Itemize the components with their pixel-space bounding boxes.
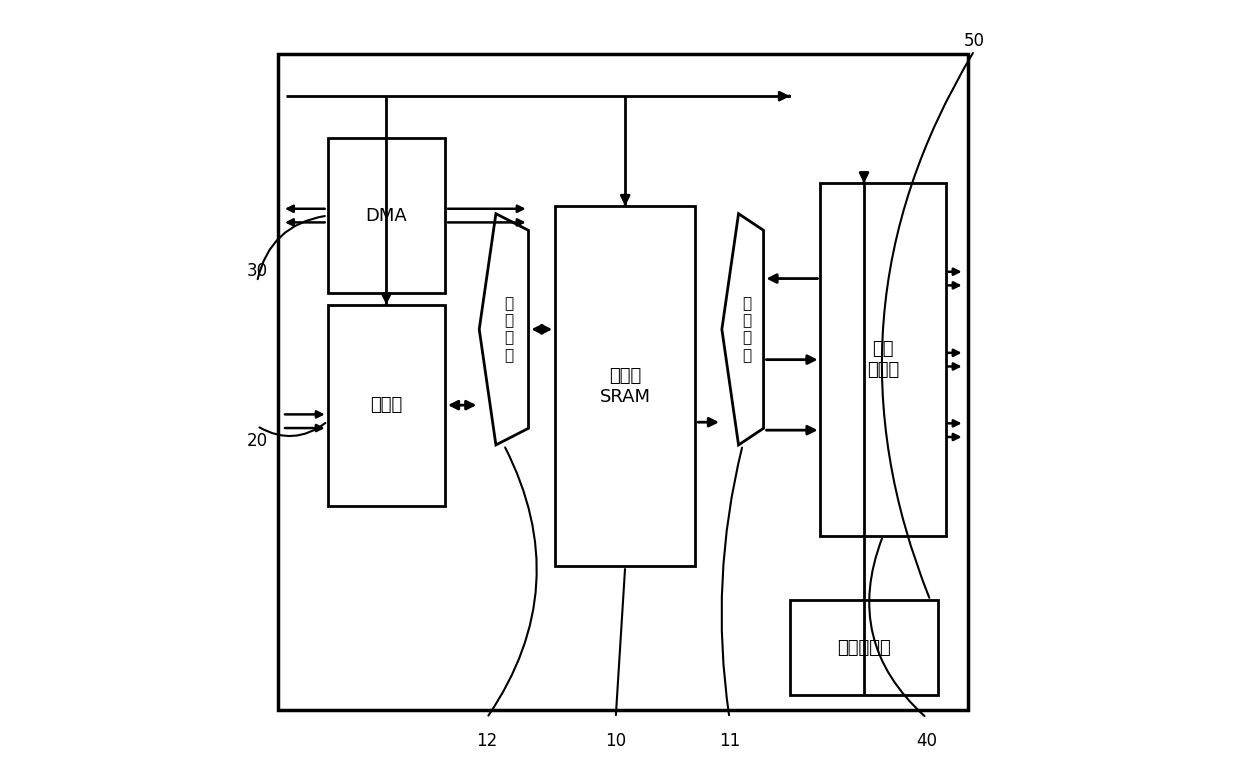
FancyBboxPatch shape [820, 183, 945, 536]
FancyBboxPatch shape [327, 138, 445, 293]
FancyBboxPatch shape [555, 206, 695, 566]
Text: 30: 30 [247, 262, 268, 279]
Text: 调色板
SRAM: 调色板 SRAM [600, 367, 650, 406]
Text: 10: 10 [605, 731, 626, 750]
Text: 12: 12 [476, 731, 497, 750]
Text: 时钟分频器: 时钟分频器 [838, 638, 891, 657]
Text: 寄存器: 寄存器 [370, 396, 403, 414]
Text: 40: 40 [916, 731, 937, 750]
Text: 20: 20 [247, 432, 268, 451]
FancyBboxPatch shape [279, 55, 969, 710]
Polygon shape [479, 214, 529, 445]
Text: 像素
解包器: 像素 解包器 [867, 340, 900, 379]
Text: 11: 11 [719, 731, 740, 750]
Text: 第
二
接
口: 第 二 接 口 [504, 296, 513, 363]
Text: DMA: DMA [366, 206, 408, 224]
FancyBboxPatch shape [790, 600, 938, 695]
Polygon shape [722, 214, 763, 445]
Text: 第
一
接
口: 第 一 接 口 [742, 296, 752, 363]
FancyBboxPatch shape [327, 304, 445, 505]
Text: 50: 50 [964, 32, 985, 49]
